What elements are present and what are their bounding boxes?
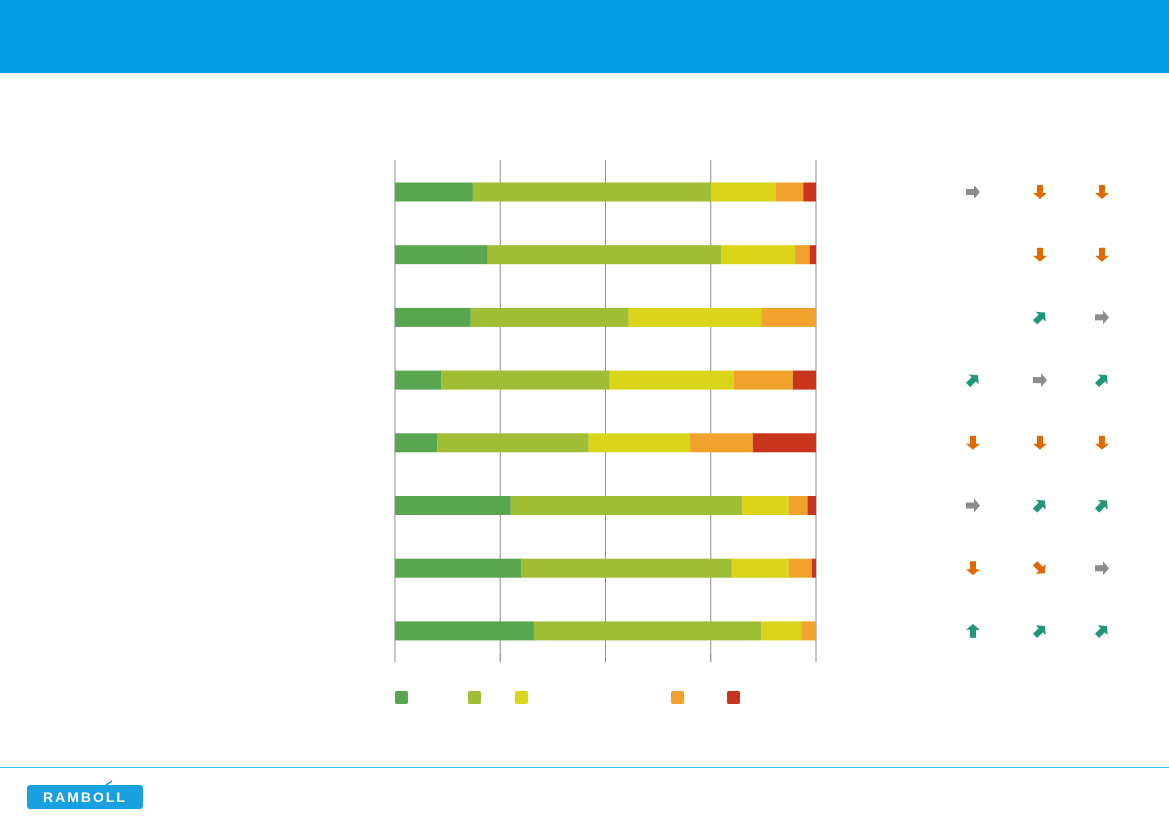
bar-segment <box>395 370 442 390</box>
arrow-up-icon <box>1094 625 1108 638</box>
bar-segment <box>788 496 808 515</box>
arrow-down-icon <box>1033 435 1047 450</box>
bar-segment <box>588 433 690 453</box>
bar-segment <box>803 182 816 202</box>
bar-segment <box>395 307 471 327</box>
arrow-up-icon <box>1094 499 1108 513</box>
bar-segment <box>441 370 610 390</box>
legend-swatch <box>671 691 684 704</box>
legend-swatch <box>515 691 528 704</box>
arrow-down-icon <box>966 561 980 576</box>
bar-segment <box>809 245 816 265</box>
legend-swatch <box>727 691 740 704</box>
bar-segment <box>811 558 816 578</box>
arrow-right-icon <box>1095 561 1109 576</box>
bar-segment <box>761 621 802 641</box>
arrow-up-icon <box>1094 374 1108 388</box>
bar-segment <box>395 182 473 202</box>
bar-segment <box>721 245 795 265</box>
bar-segment <box>752 433 816 453</box>
legend-swatch <box>395 691 408 704</box>
arrow-right-icon <box>1033 373 1047 388</box>
bar-segment <box>801 621 816 641</box>
bars <box>395 182 816 641</box>
ramboll-logo: RAMBOLL <box>27 785 143 809</box>
bar-segment <box>395 621 534 641</box>
bar-segment <box>776 182 804 202</box>
trend-arrows <box>965 185 1109 638</box>
legend-swatch <box>468 691 481 704</box>
arrow-down-icon <box>1032 561 1046 574</box>
bar-segment <box>395 245 488 265</box>
bar-segment <box>510 496 743 515</box>
arrow-down-icon <box>1033 247 1047 262</box>
footer-rule <box>0 767 1169 768</box>
axis <box>394 654 817 662</box>
bar-segment <box>470 307 629 327</box>
arrow-right-icon <box>966 185 980 199</box>
arrow-down-icon <box>1095 435 1109 450</box>
bar-segment <box>487 245 722 265</box>
arrow-up-icon <box>965 374 979 388</box>
bar-segment <box>521 558 732 578</box>
arrow-down-icon <box>1033 185 1047 199</box>
bar-segment <box>742 496 789 515</box>
arrow-up-icon <box>1032 499 1046 513</box>
bar-segment <box>628 307 762 327</box>
bar-segment <box>794 245 810 265</box>
bar-segment <box>792 370 816 390</box>
bar-segment <box>689 433 753 453</box>
bar-segment <box>733 370 793 390</box>
arrow-down-icon <box>1095 185 1109 199</box>
legend <box>395 691 740 704</box>
bar-segment <box>395 496 511 515</box>
bar-segment <box>788 558 812 578</box>
bar-segment <box>609 370 734 390</box>
logo-accent-mark <box>105 780 113 786</box>
bar-segment <box>533 621 762 641</box>
bar-segment <box>731 558 789 578</box>
arrow-right-icon <box>1095 310 1109 325</box>
bar-segment <box>395 433 438 453</box>
bar-segment <box>472 182 711 202</box>
bar-segment <box>761 307 816 327</box>
arrow-up-icon <box>1032 625 1046 638</box>
bar-segment <box>395 558 522 578</box>
arrow-down-icon <box>966 435 980 450</box>
arrow-down-icon <box>1095 247 1109 262</box>
header-band <box>0 0 1169 73</box>
gridlines <box>394 160 817 662</box>
bar-segment <box>437 433 589 453</box>
arrow-up-icon <box>1032 311 1046 325</box>
arrow-up-icon <box>966 623 980 638</box>
bar-segment <box>710 182 777 202</box>
arrow-right-icon <box>966 498 980 513</box>
bar-segment <box>807 496 816 515</box>
